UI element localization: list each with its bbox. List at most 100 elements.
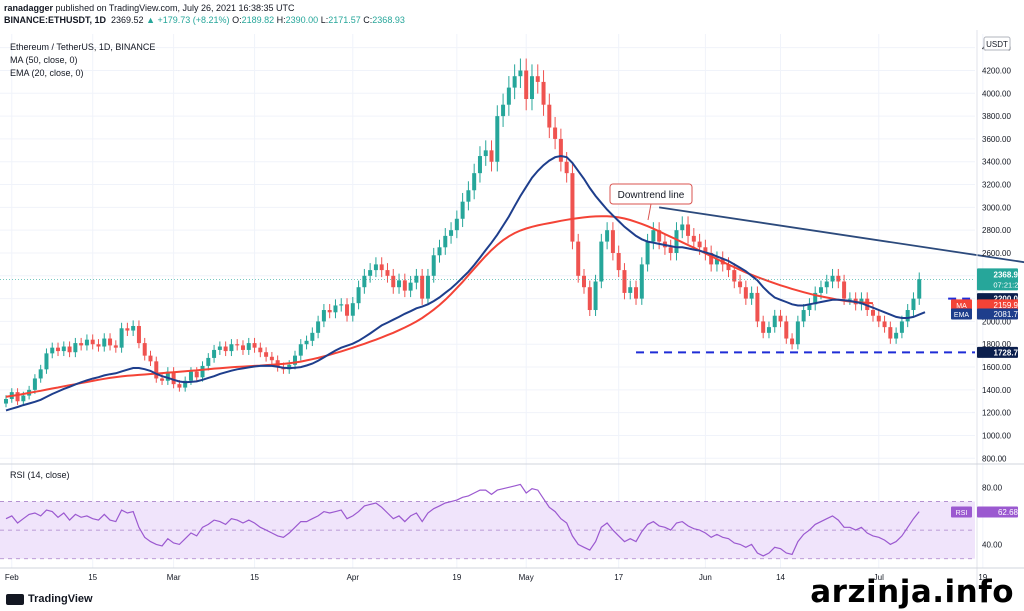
currency-label: USDT <box>986 40 1008 49</box>
tradingview-logo[interactable]: TradingView <box>6 593 93 605</box>
candle <box>714 251 719 272</box>
candle-body <box>558 138 563 162</box>
candle <box>327 304 332 319</box>
candle-body <box>165 371 170 381</box>
callout-text: Downtrend line <box>618 190 685 201</box>
candle-body <box>691 235 696 242</box>
candle-body <box>246 343 251 350</box>
candle-body <box>784 321 789 339</box>
candle <box>304 335 309 350</box>
candle <box>807 298 812 317</box>
candle <box>310 327 315 347</box>
candle <box>824 274 829 294</box>
symbol-info: BINANCE:ETHUSDT, 1D 2369.52 ▲ +179.73 (+… <box>4 14 405 26</box>
candle <box>298 339 303 361</box>
y-tick-label: 1600.00 <box>982 363 1011 372</box>
candle-body <box>749 292 754 299</box>
candle <box>830 268 835 289</box>
candle <box>362 268 367 294</box>
candle <box>431 247 436 283</box>
candle <box>4 395 8 408</box>
candle-body <box>67 346 72 353</box>
candle <box>766 321 771 339</box>
candle <box>813 286 818 311</box>
candle <box>657 222 662 250</box>
rsi-tag-text: 62.68 <box>998 508 1019 517</box>
candle-body <box>264 352 269 357</box>
candle <box>67 341 72 358</box>
candle-body <box>472 173 477 191</box>
candle <box>541 70 546 116</box>
candle <box>258 342 263 358</box>
candle <box>795 315 800 350</box>
candle-body <box>90 339 95 345</box>
candle-body <box>194 371 199 378</box>
candle <box>50 342 55 359</box>
chart-title: Ethereum / TetherUS, 1D, BINANCE <box>10 42 155 52</box>
candle-body <box>882 321 887 328</box>
level-low-tag: 1728.74 <box>977 346 1023 358</box>
candle-body <box>466 190 471 202</box>
candle <box>408 275 413 298</box>
author-name[interactable]: ranadagger <box>4 3 54 13</box>
candle-body <box>610 230 615 253</box>
ema-legend[interactable]: EMA (20, close, 0) <box>10 68 84 78</box>
candle-body <box>298 344 303 356</box>
rsi-legend[interactable]: RSI (14, close) <box>10 470 70 480</box>
candle-body <box>258 347 263 353</box>
downtrend-callout[interactable]: Downtrend line <box>609 183 693 221</box>
candle-body <box>599 241 604 282</box>
c-label: C: <box>363 15 373 25</box>
candle <box>44 348 49 374</box>
rsi-tag-bg <box>977 506 1018 518</box>
candle <box>703 239 708 261</box>
ma-tag-text: 2159.95 <box>994 301 1023 310</box>
candle-body <box>339 304 344 306</box>
change-value: ▲ +179.73 (+8.21%) <box>146 15 230 25</box>
candle <box>686 216 691 244</box>
candle-body <box>287 364 292 370</box>
y-tick-label: 3000.00 <box>982 203 1011 212</box>
symbol-name: BINANCE:ETHUSDT, 1D <box>4 15 107 25</box>
axes: 800.00 1000.00 1200.00 1400.00 1600.00 1800.0… <box>0 30 1024 590</box>
candle <box>246 337 251 355</box>
candle <box>865 292 870 317</box>
candle-body <box>44 353 49 370</box>
candle-body <box>420 275 425 299</box>
c-value: 2368.93 <box>372 15 405 25</box>
o-value: 2189.82 <box>241 15 275 25</box>
candle-body <box>529 76 534 100</box>
candle-body <box>813 292 818 305</box>
candle-body <box>142 343 147 356</box>
y-tick-label: 1800.00 <box>982 340 1011 349</box>
candle <box>414 268 419 290</box>
candle-body <box>824 281 829 288</box>
candle <box>738 274 743 294</box>
y-tick-label: 800.00 <box>982 454 1007 463</box>
y-tick-label: 4000.00 <box>982 89 1011 98</box>
candle <box>784 315 789 344</box>
candle-body <box>876 315 881 322</box>
h-value: 2390.00 <box>285 15 319 25</box>
candle <box>477 146 482 183</box>
currency-box[interactable] <box>983 36 1011 51</box>
candle-body <box>714 258 719 265</box>
candle <box>84 334 89 351</box>
candle-body <box>512 76 517 88</box>
candle <box>582 268 586 294</box>
candle-body <box>622 270 627 293</box>
candle <box>206 353 211 371</box>
x-tick-label: 15 <box>250 573 259 582</box>
candle-body <box>321 310 326 322</box>
ma-legend[interactable]: MA (50, close, 0) <box>10 55 78 65</box>
y-tick-label: 1000.00 <box>982 431 1011 440</box>
candle-body <box>4 398 8 404</box>
candle <box>709 245 714 272</box>
candle <box>379 257 384 278</box>
candle <box>356 280 361 310</box>
x-tick-label: Apr <box>347 573 360 582</box>
candles <box>4 58 922 408</box>
ema-tag-text: 2081.73 <box>994 310 1023 319</box>
candle <box>772 309 777 333</box>
